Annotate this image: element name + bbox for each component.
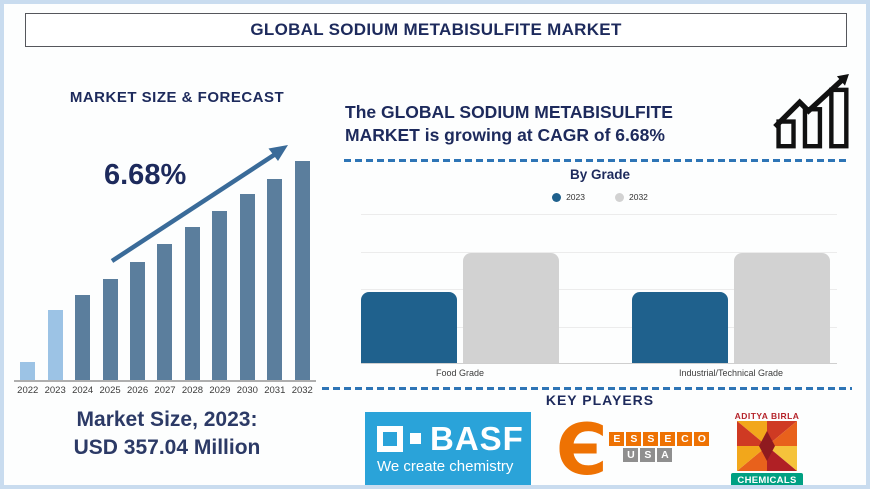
by-grade-legend: 2023 2032 (344, 192, 856, 202)
grade-bar-group (361, 253, 559, 363)
dashed-divider-top (344, 159, 850, 162)
forecast-chart-title: MARKET SIZE & FORECAST (69, 89, 285, 106)
esseco-letter-tile: E (660, 432, 676, 446)
esseco-letter-tile: A (657, 448, 673, 462)
forecast-bar (96, 279, 123, 380)
forecast-bar (14, 362, 41, 380)
cagr-annotation: 6.68% (104, 159, 187, 191)
grade-category-label: Food Grade (435, 368, 485, 378)
basf-logo: BASF We create chemistry (365, 412, 531, 485)
key-players-title: KEY PLAYERS (545, 392, 655, 408)
grade-bar-group (632, 253, 830, 363)
forecast-year-label: 2023 (44, 385, 66, 396)
legend-item-2023: 2023 (552, 192, 585, 202)
forecast-bar (69, 295, 96, 380)
forecast-year-labels: 2022 2023 2024 2025 2026 2027 2028 2029 2030 2031… (14, 385, 316, 396)
grade-bar-2023 (361, 292, 457, 363)
forecast-bar (289, 161, 316, 380)
aditya-chemicals-band: CHEMICALS (731, 473, 803, 485)
market-size-line2: USD 357.04 Million (73, 436, 261, 460)
forecast-bars (14, 160, 316, 382)
grade-bar-2032 (463, 253, 559, 363)
esseco-letter-tile: U (623, 448, 639, 462)
forecast-bar (179, 227, 206, 380)
esseco-letter-tile: E (609, 432, 625, 446)
forecast-year-label: 2030 (236, 385, 258, 396)
grade-bar-2032 (734, 253, 830, 363)
growth-statement: The GLOBAL SODIUM METABISULFITE MARKET i… (345, 101, 765, 147)
basf-square-outline-icon (377, 425, 403, 452)
basf-tagline: We create chemistry (377, 458, 514, 475)
forecast-year-label: 2029 (209, 385, 231, 396)
forecast-bar (206, 211, 233, 380)
esseco-letter-tile: S (640, 448, 656, 462)
forecast-year-label: 2031 (264, 385, 286, 396)
legend-dot-icon (615, 192, 624, 202)
basf-wordmark: BASF (430, 420, 524, 457)
forecast-bar (234, 194, 261, 380)
forecast-bar (41, 310, 68, 380)
forecast-year-label: 2026 (126, 385, 149, 396)
dashed-divider-bottom (322, 387, 852, 390)
legend-item-2032: 2032 (615, 192, 648, 202)
forecast-bar (151, 244, 178, 380)
aditya-birla-sunburst-icon (737, 421, 797, 471)
growth-bar-chart-icon (773, 74, 849, 149)
market-size-callout: Market Size, 2023: USD 357.04 Million (4, 406, 330, 463)
basf-square-solid-icon (410, 433, 421, 444)
esseco-e-icon: Є (556, 409, 608, 489)
forecast-year-label: 2027 (154, 385, 176, 396)
forecast-bar (124, 262, 151, 380)
grade-category-label: Industrial/Technical Grade (678, 368, 784, 378)
forecast-year-label: 2032 (291, 385, 313, 396)
esseco-letter-tile: S (626, 432, 642, 446)
market-size-line1: Market Size, 2023: (76, 408, 258, 431)
forecast-year-label: 2024 (72, 385, 94, 396)
main-title-box: GLOBAL SODIUM METABISULFITE MARKET (25, 13, 847, 47)
aditya-birla-wordmark: ADITYA BIRLA (734, 411, 800, 421)
forecast-bar (261, 179, 288, 380)
forecast-year-label: 2022 (17, 385, 39, 396)
page-title: GLOBAL SODIUM METABISULFITE MARKET (250, 20, 622, 39)
forecast-year-label: 2028 (181, 385, 204, 396)
esseco-letter-tile: S (643, 432, 659, 446)
growth-statement-line1: The GLOBAL SODIUM METABISULFITE (345, 102, 673, 122)
legend-dot-icon (552, 192, 562, 202)
grade-bar-2023 (632, 292, 728, 363)
growth-statement-line2: MARKET is growing at CAGR of 6.68% (345, 125, 665, 145)
forecast-bar-chart: 2022 2023 2024 2025 2026 2027 2028 2029 2030 2031… (14, 160, 316, 396)
aditya-birla-chemicals-logo: ADITYA BIRLA CHEMICALS (727, 411, 807, 485)
forecast-year-label: 2025 (99, 385, 121, 396)
by-grade-chart (361, 214, 837, 364)
by-grade-title: By Grade (569, 167, 631, 182)
esseco-letter-tile: O (694, 432, 710, 446)
esseco-letter-tile: C (677, 432, 693, 446)
